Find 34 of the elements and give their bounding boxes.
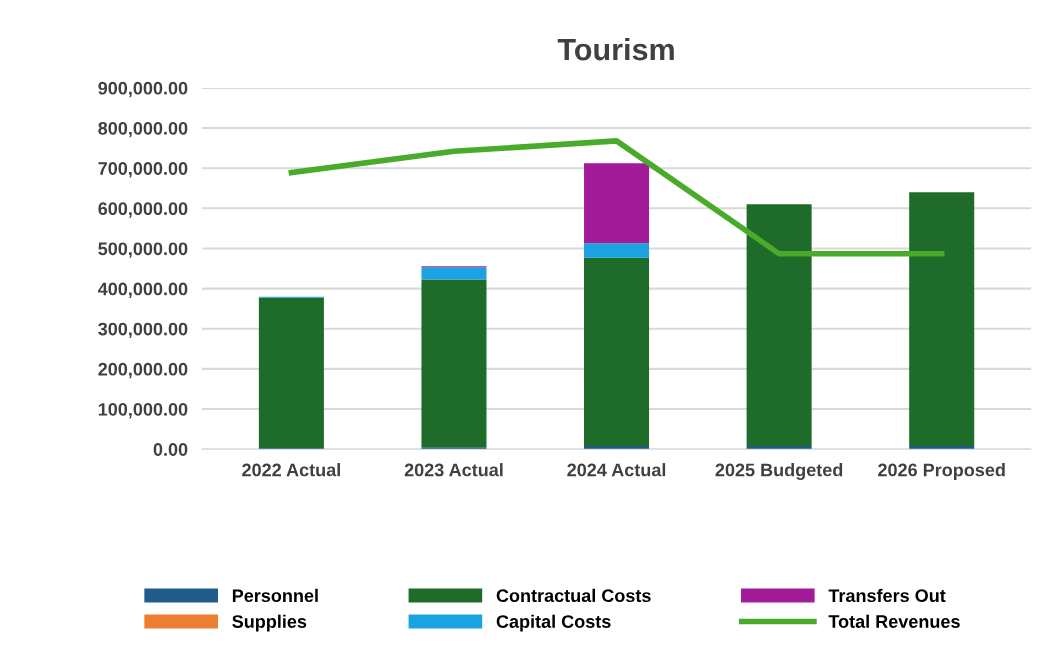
bar	[421, 447, 487, 450]
x-tick-label: 2023 Actual	[404, 463, 503, 477]
y-tick-label: 900,000.00	[98, 81, 188, 98]
x-tick-label: 2024 Actual	[567, 463, 666, 477]
legend-label: Transfers Out	[828, 588, 946, 603]
y-tick-label: 100,000.00	[98, 402, 188, 419]
bar	[584, 243, 650, 258]
x-tick-label: 2025 Budgeted	[715, 463, 843, 480]
bar	[909, 192, 975, 446]
y-tick-label: 500,000.00	[98, 242, 188, 258]
legend-label: Personnel	[232, 588, 318, 603]
y-tick-label: 300,000.00	[98, 322, 188, 339]
y-tick-label: 200,000.00	[98, 362, 188, 379]
legend-label: Supplies	[232, 614, 307, 632]
legend-label: Total Revenues	[828, 614, 960, 628]
y-tick-label: 600,000.00	[98, 202, 188, 218]
bar	[421, 279, 487, 448]
bar	[909, 445, 975, 450]
x-tick-label: 2022 Actual	[242, 463, 340, 477]
bar	[258, 297, 324, 448]
legend-label: Contractual Costs	[496, 588, 651, 603]
y-tick-label: 400,000.00	[98, 282, 188, 298]
chart-title: Tourism	[557, 37, 674, 61]
y-tick-label: 0.00	[153, 443, 188, 456]
bar	[584, 163, 650, 244]
x-tick-label: 2026 Proposed	[878, 463, 1005, 480]
bar	[421, 267, 487, 280]
bar	[584, 257, 650, 446]
bar	[746, 445, 812, 450]
legend-label: Capital Costs	[496, 614, 611, 632]
y-tick-label: 700,000.00	[98, 162, 188, 178]
bar	[746, 204, 812, 446]
bar	[584, 445, 650, 450]
y-tick-label: 800,000.00	[98, 121, 188, 138]
